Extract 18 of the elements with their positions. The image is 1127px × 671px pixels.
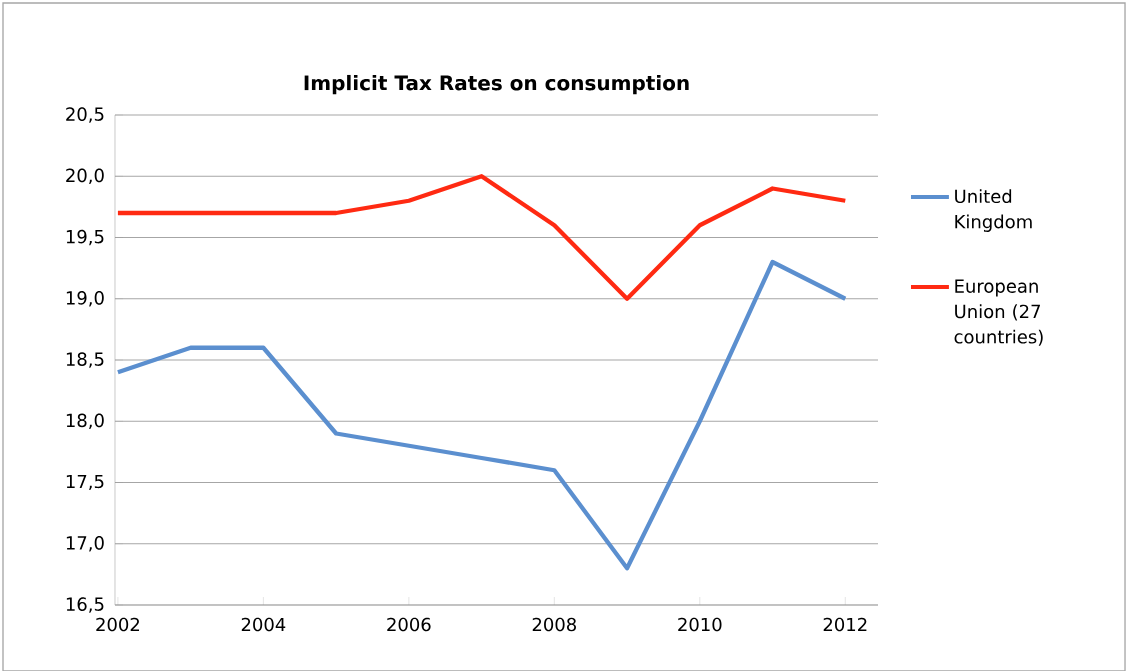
legend-label: European Union (27 countries) xyxy=(954,279,1043,346)
chart-title: Implicit Tax Rates on consumption xyxy=(304,74,689,95)
legend-label: United Kingdom xyxy=(955,189,1032,232)
x-tick-label: 2004 xyxy=(241,617,286,632)
y-tick-label: 19,0 xyxy=(66,291,104,307)
x-tick-label: 2008 xyxy=(532,617,576,632)
y-tick-label: 17,5 xyxy=(66,474,104,491)
x-tick-label: 2010 xyxy=(678,617,722,632)
y-tick-label: 16,5 xyxy=(66,597,104,613)
y-tick-label: 19,5 xyxy=(66,229,104,246)
x-tick-label: 2002 xyxy=(96,617,140,632)
x-tick-label: 2012 xyxy=(823,617,867,632)
y-tick-label: 18,0 xyxy=(66,413,104,429)
y-tick-label: 20,0 xyxy=(66,168,104,184)
y-tick-label: 18,5 xyxy=(66,352,104,368)
y-tick-label: 20,5 xyxy=(66,107,104,123)
x-tick-label: 2006 xyxy=(387,617,431,632)
y-tick-label: 17,0 xyxy=(66,536,104,552)
